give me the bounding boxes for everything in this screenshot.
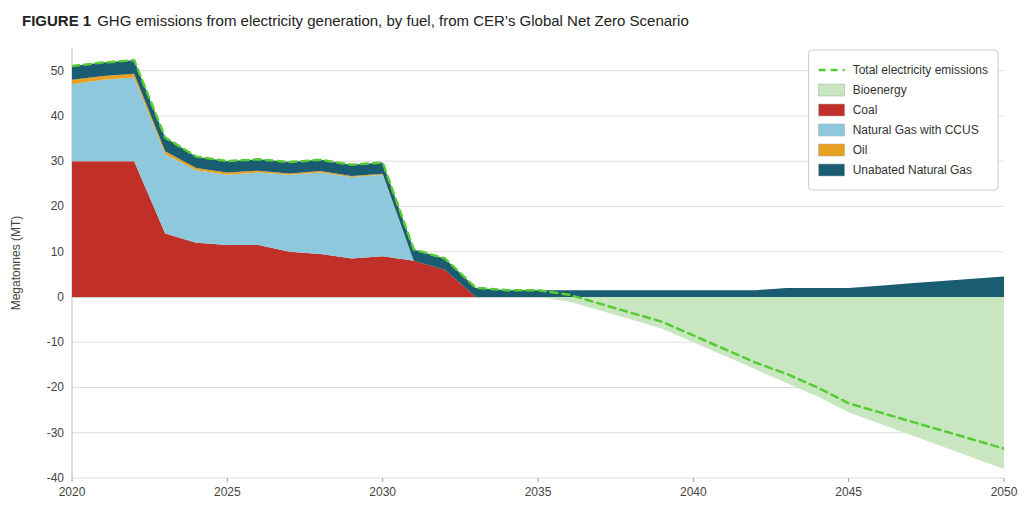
y-tick-label: 20 [51,199,65,213]
x-tick [72,478,73,482]
title-rest: GHG emissions from electricity generatio… [97,12,689,29]
y-tick-label: -10 [47,335,65,349]
legend-label: Total electricity emissions [853,63,988,77]
chart: FIGURE 1 GHG emissions from electricity g… [0,0,1024,512]
legend-label: Natural Gas with CCUS [853,123,979,137]
x-tick-label: 2040 [680,485,707,499]
x-tick-label: 2025 [214,485,241,499]
x-tick [1004,478,1005,482]
x-tick [227,478,228,482]
x-tick [693,478,694,482]
x-tick [538,478,539,482]
title: FIGURE 1 GHG emissions from electricity g… [22,12,689,29]
legend-swatch [819,104,845,116]
legend-label: Coal [853,103,878,117]
x-tick [382,478,383,482]
legend-box [809,50,998,190]
x-tick-label: 2045 [835,485,862,499]
x-tick-label: 2020 [59,485,86,499]
y-tick-label: 40 [51,109,65,123]
x-tick-label: 2030 [369,485,396,499]
y-tick-label: 10 [51,245,65,259]
x-tick-label: 2035 [525,485,552,499]
title-bold: FIGURE 1 [22,12,91,29]
y-tick-label: -20 [47,380,65,394]
y-tick-label: -30 [47,426,65,440]
x-tick-label: 2050 [991,485,1018,499]
grid [72,71,1004,478]
y-tick-label: 30 [51,154,65,168]
x-tick [848,478,849,482]
legend: Total electricity emissions Bioenergy Coal… [809,50,998,190]
legend-label: Unabated Natural Gas [853,163,972,177]
legend-label: Bioenergy [853,83,907,97]
y-tick-label: 0 [57,290,64,304]
area [72,297,1004,469]
y-axis-label: Megatonnes (MT) [9,216,23,311]
legend-swatch [819,124,845,136]
y-tick-label: 50 [51,64,65,78]
legend-label: Oil [853,143,868,157]
legend-swatch [819,144,845,156]
legend-swatch [819,69,845,72]
y-tick-label: -40 [47,471,65,485]
legend-swatch [819,84,845,96]
legend-swatch [819,164,845,176]
grid-line [72,432,1004,433]
